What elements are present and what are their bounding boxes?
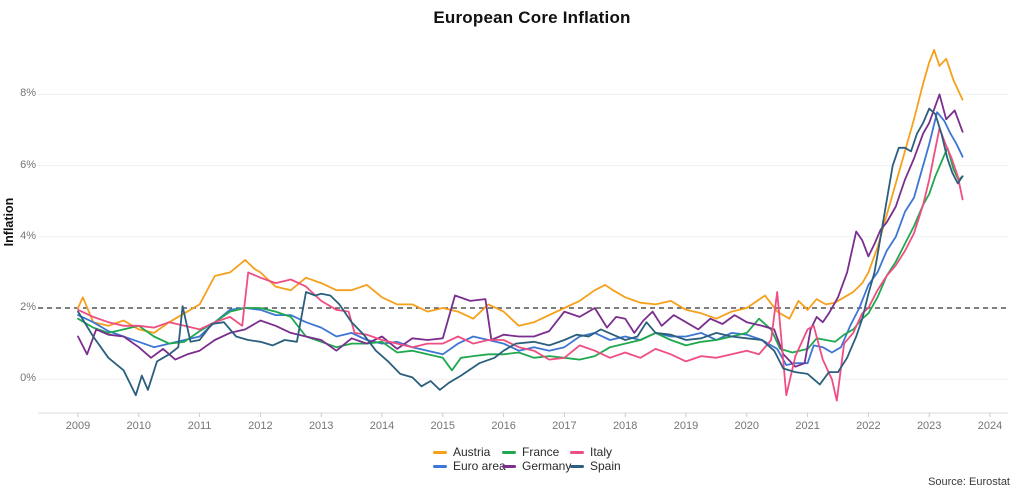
x-tick-label: 2014 — [369, 420, 395, 432]
y-tick-label: 0% — [20, 372, 36, 385]
legend-swatch — [433, 464, 447, 468]
legend: Austria France Italy Euro area Germany Spain — [433, 445, 621, 473]
x-tick-label: 2012 — [248, 420, 273, 432]
legend-swatch — [502, 450, 516, 454]
series-line-italy — [77, 127, 964, 402]
x-tick-label: 2021 — [795, 420, 820, 432]
legend-item-italy: Italy — [570, 445, 612, 459]
y-tick-label: 4% — [20, 229, 36, 242]
y-axis-title: Inflation — [2, 197, 16, 247]
x-tick-label: 2016 — [491, 420, 516, 432]
x-tick-label: 2010 — [126, 420, 152, 432]
x-tick-label: 2015 — [430, 420, 456, 432]
legend-label: Italy — [590, 445, 613, 459]
legend-label: France — [522, 445, 560, 459]
x-tick-label: 2024 — [977, 420, 1003, 432]
y-tick-label: 6% — [20, 158, 36, 171]
x-tick-label: 2011 — [187, 420, 212, 432]
legend-swatch — [502, 464, 516, 468]
series-line-euro-area — [77, 111, 964, 366]
y-tick-label: 2% — [20, 301, 36, 313]
source-note: Source: Eurostat — [928, 476, 1010, 488]
series-line-germany — [77, 93, 964, 368]
legend-item-austria: Austria — [433, 445, 502, 459]
y-tick-label: 8% — [20, 87, 36, 100]
legend-label: Euro area — [453, 459, 506, 473]
x-tick-label: 2018 — [612, 420, 638, 432]
legend-item-euro-area: Euro area — [433, 459, 506, 473]
x-tick-label: 2017 — [552, 420, 577, 432]
legend-label: Spain — [590, 459, 621, 473]
series-line-france — [77, 146, 964, 372]
legend-item-germany: Germany — [502, 459, 572, 473]
x-tick-label: 2013 — [308, 420, 334, 432]
x-tick-label: 2020 — [734, 420, 760, 432]
x-tick-label: 2022 — [856, 420, 881, 432]
legend-item-spain: Spain — [570, 459, 621, 473]
legend-label: Germany — [522, 459, 572, 473]
legend-row: Euro area Germany Spain — [433, 459, 621, 473]
x-tick-label: 2019 — [673, 420, 699, 432]
legend-swatch — [570, 464, 584, 468]
x-tick-label: 2009 — [65, 420, 91, 432]
legend-label: Austria — [453, 445, 491, 459]
legend-item-france: France — [502, 445, 570, 459]
legend-swatch — [433, 450, 447, 454]
chart-title: European Core Inflation — [433, 8, 631, 27]
x-tick-label: 2023 — [916, 420, 942, 432]
legend-swatch — [570, 450, 584, 454]
legend-row: Austria France Italy — [433, 445, 621, 459]
series-line-spain — [77, 107, 964, 397]
series-line-austria — [77, 49, 964, 334]
